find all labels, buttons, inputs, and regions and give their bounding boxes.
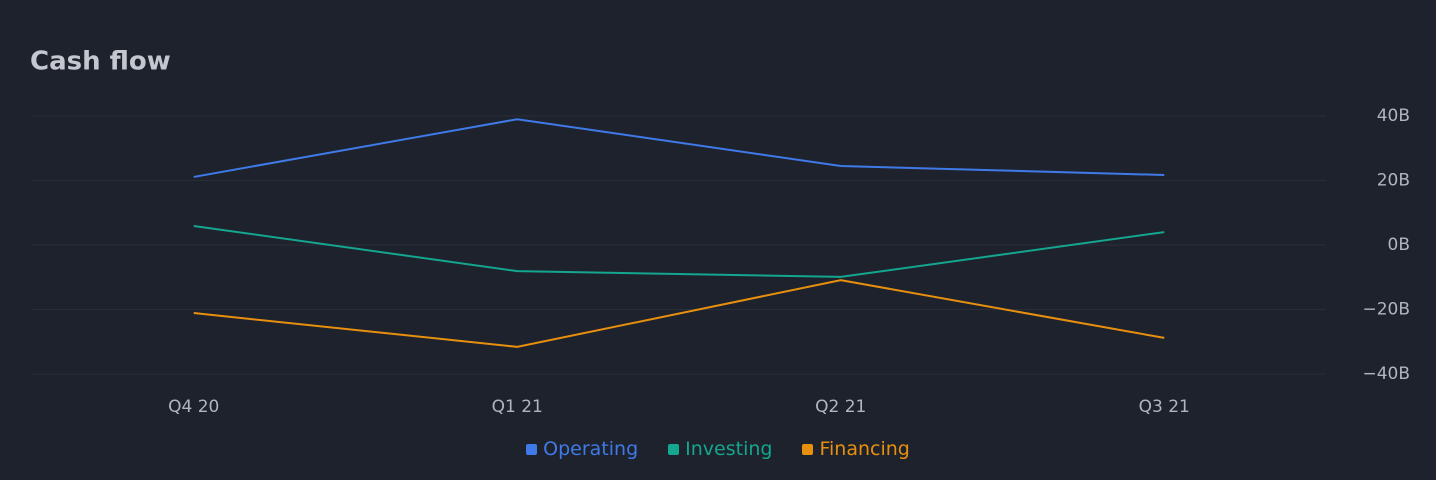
line-series — [193, 279, 1165, 348]
legend-swatch — [802, 443, 814, 455]
x-tick-label: Q2 21 — [815, 397, 866, 417]
legend-item[interactable]: Financing — [802, 438, 910, 460]
legend-label: Operating — [543, 438, 639, 460]
legend-label: Financing — [819, 438, 910, 460]
line-series — [193, 224, 1165, 278]
y-tick-label: 0B — [1388, 235, 1410, 255]
x-tick-label: Q3 21 — [1139, 397, 1190, 417]
legend-item[interactable]: Investing — [668, 438, 772, 460]
chart-title: Cash flow — [30, 47, 171, 77]
x-tick-label: Q4 20 — [168, 397, 219, 417]
legend-item[interactable]: Operating — [526, 438, 638, 460]
y-tick-label: 40B — [1377, 106, 1410, 126]
y-tick-label: 20B — [1377, 171, 1410, 191]
legend-swatch — [526, 443, 538, 455]
legend-label: Investing — [685, 438, 773, 460]
y-tick-label: −20B — [1362, 300, 1410, 320]
x-tick-label: Q1 21 — [492, 397, 543, 417]
legend: Operating Investing Financing — [0, 438, 1436, 460]
y-tick-label: −40B — [1362, 364, 1410, 384]
legend-swatch — [668, 443, 680, 455]
line-series — [193, 118, 1165, 178]
